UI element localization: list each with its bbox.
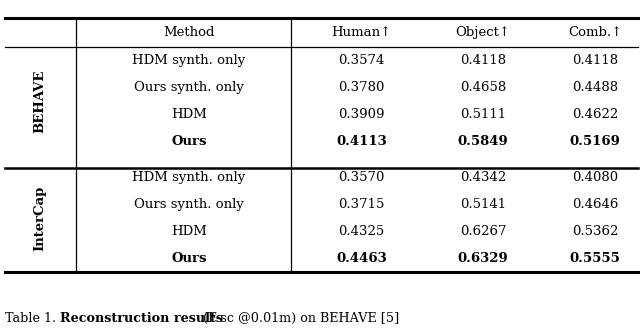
Text: 0.4646: 0.4646 (572, 198, 618, 211)
Text: Ours synth. only: Ours synth. only (134, 81, 244, 94)
Text: Object↑: Object↑ (456, 26, 511, 39)
Text: Ours: Ours (171, 135, 207, 148)
Text: 0.4118: 0.4118 (460, 54, 506, 67)
Text: 0.3715: 0.3715 (339, 198, 385, 211)
Text: 0.3780: 0.3780 (339, 81, 385, 94)
Text: 0.4342: 0.4342 (460, 170, 506, 184)
Text: HDM synth. only: HDM synth. only (132, 170, 245, 184)
Text: 0.4488: 0.4488 (572, 81, 618, 94)
Text: Ours synth. only: Ours synth. only (134, 198, 244, 211)
Text: 0.5141: 0.5141 (460, 198, 506, 211)
Text: 0.4325: 0.4325 (339, 225, 385, 238)
Text: 0.5849: 0.5849 (458, 135, 509, 148)
Text: Ours: Ours (171, 252, 207, 265)
Text: Human↑: Human↑ (332, 26, 392, 39)
Text: 0.4622: 0.4622 (572, 108, 618, 121)
Text: 0.4463: 0.4463 (336, 252, 387, 265)
Text: 0.3570: 0.3570 (339, 170, 385, 184)
Text: 0.4658: 0.4658 (460, 81, 506, 94)
Text: 0.4080: 0.4080 (572, 170, 618, 184)
Text: Reconstruction results: Reconstruction results (60, 312, 223, 325)
Text: 0.5169: 0.5169 (570, 135, 621, 148)
Text: BEHAVE: BEHAVE (34, 69, 47, 133)
Text: HDM: HDM (171, 108, 207, 121)
Text: 0.6329: 0.6329 (458, 252, 509, 265)
Text: 0.5111: 0.5111 (460, 108, 506, 121)
Text: 0.6267: 0.6267 (460, 225, 506, 238)
Text: Comb.↑: Comb.↑ (568, 26, 622, 39)
Text: 0.5362: 0.5362 (572, 225, 618, 238)
Text: 0.4113: 0.4113 (336, 135, 387, 148)
Text: Table 1.: Table 1. (5, 312, 56, 325)
Text: HDM: HDM (171, 225, 207, 238)
Text: Method: Method (163, 26, 214, 39)
Text: 0.3909: 0.3909 (339, 108, 385, 121)
Text: HDM synth. only: HDM synth. only (132, 54, 245, 67)
Text: (F-sc @0.01m) on BEHAVE [5]: (F-sc @0.01m) on BEHAVE [5] (199, 312, 399, 325)
Text: 0.3574: 0.3574 (339, 54, 385, 67)
Text: 0.4118: 0.4118 (572, 54, 618, 67)
Text: 0.5555: 0.5555 (570, 252, 621, 265)
Text: InterCap: InterCap (34, 185, 47, 251)
